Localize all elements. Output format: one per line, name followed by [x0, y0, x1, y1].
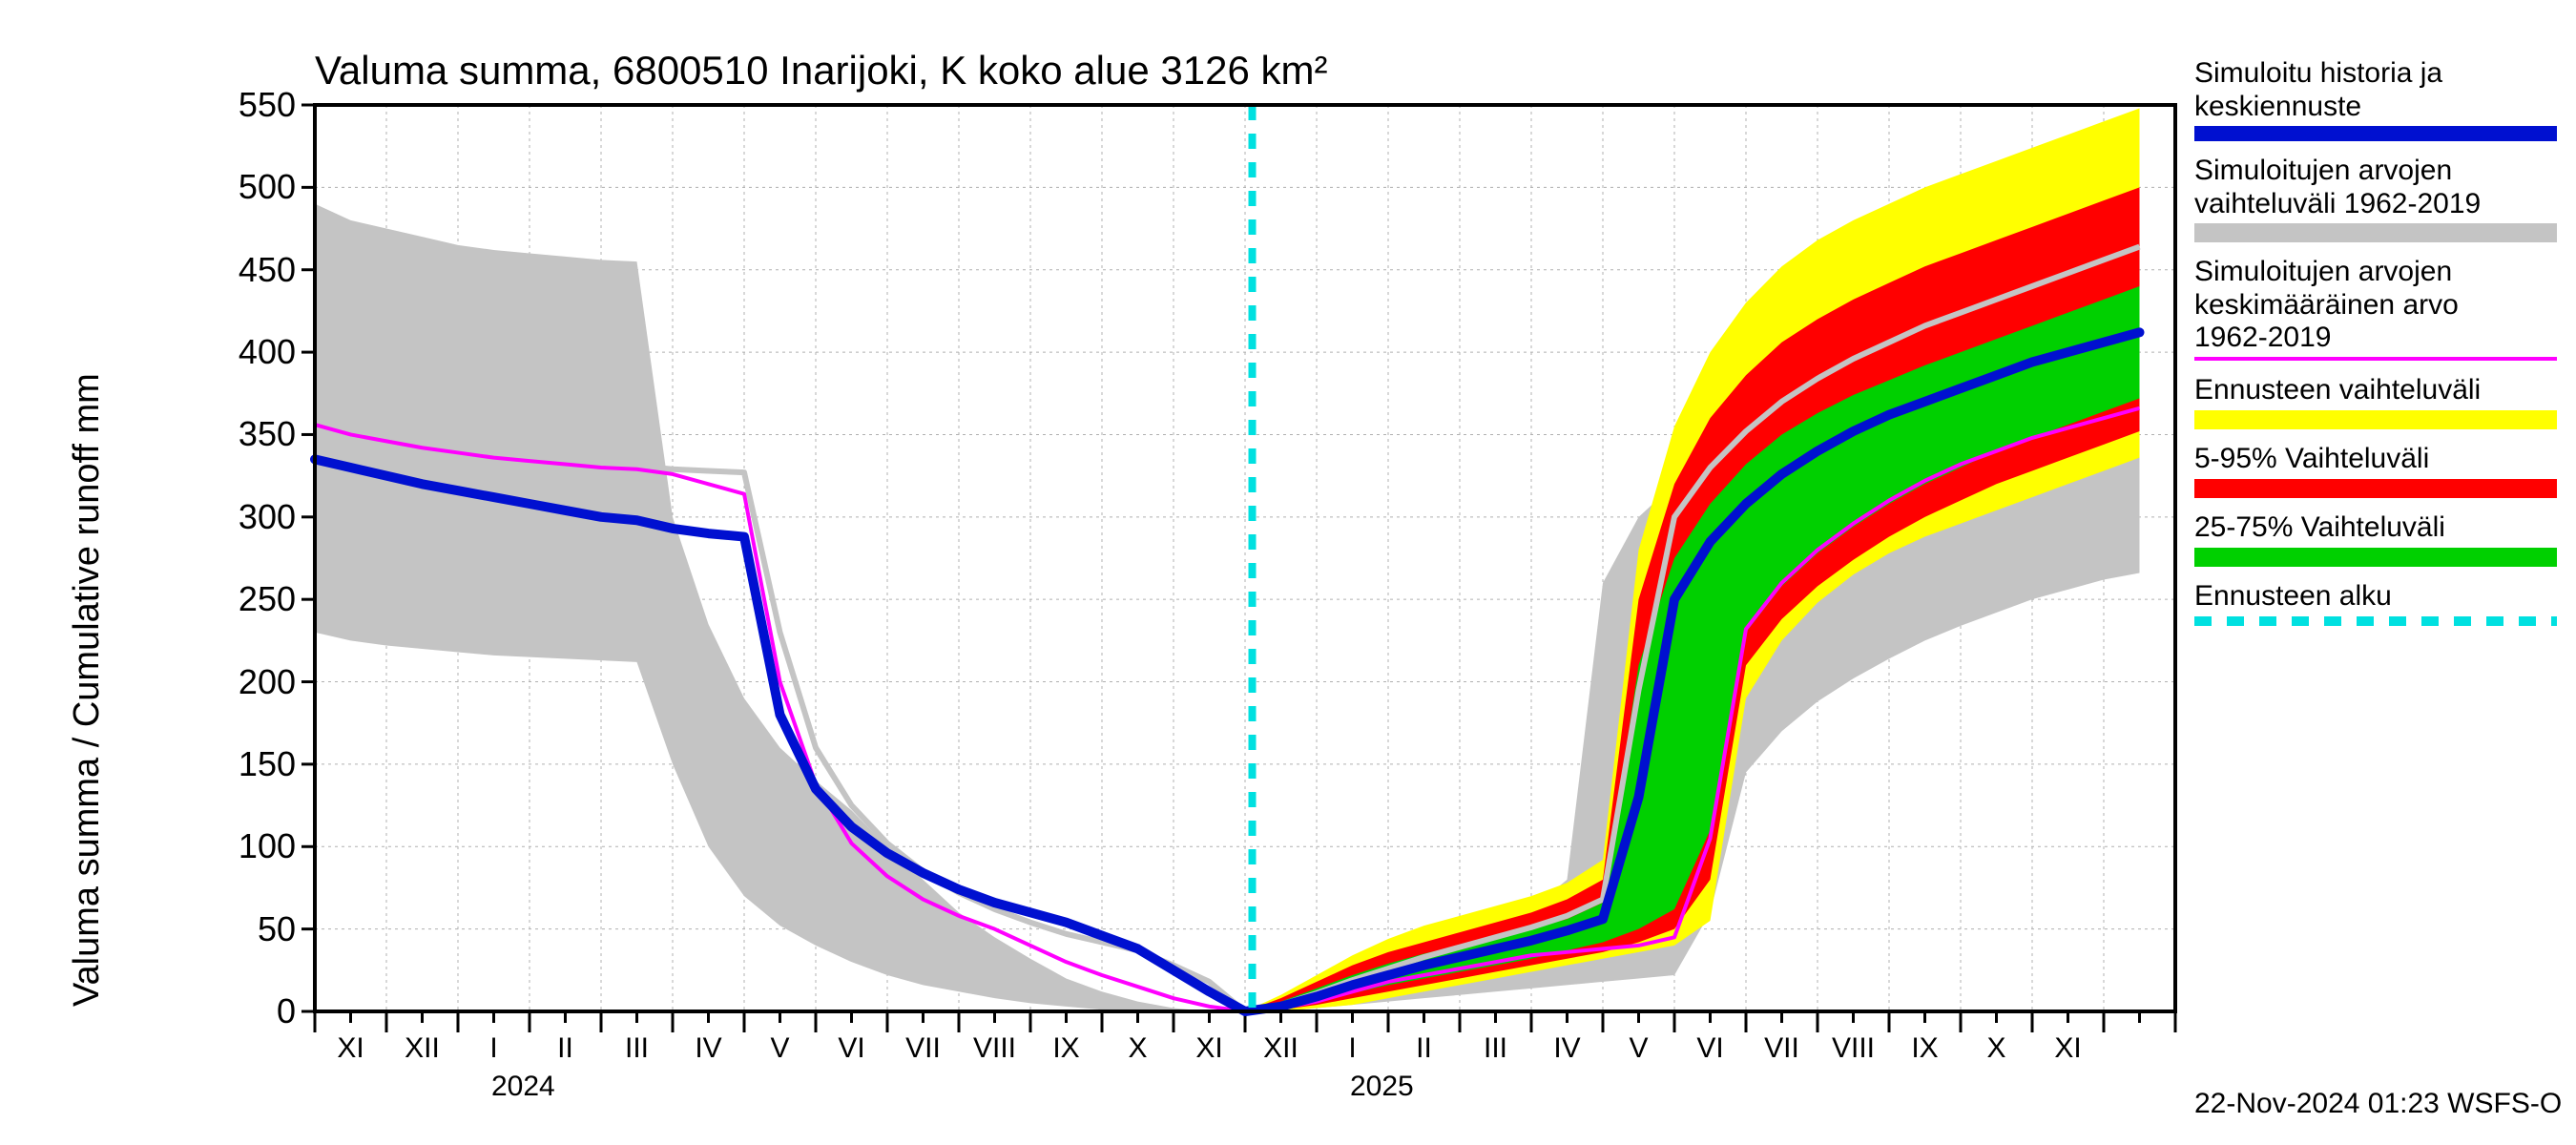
x-tick-label: I: [1348, 1032, 1356, 1065]
y-tick-label: 150: [181, 744, 296, 784]
y-tick-label: 100: [181, 826, 296, 866]
x-tick-label: VI: [1696, 1032, 1723, 1065]
legend-swatch: [2194, 357, 2557, 361]
plot-area: [0, 0, 2576, 1145]
x-tick-label: VI: [838, 1032, 864, 1065]
legend-label: Simuloitujen arvojen keskimääräinen arvo…: [2194, 256, 2566, 355]
x-tick-label: III: [625, 1032, 649, 1065]
y-tick-label: 200: [181, 662, 296, 702]
y-tick-label: 350: [181, 414, 296, 454]
x-tick-label: XI: [337, 1032, 364, 1065]
legend-label: 25-75% Vaihteluväli: [2194, 511, 2566, 545]
legend-swatch: [2194, 616, 2557, 626]
x-tick-label: V: [1629, 1032, 1648, 1065]
legend-label: Ennusteen vaihteluväli: [2194, 374, 2566, 407]
x-tick-label: VII: [1764, 1032, 1799, 1065]
y-tick-label: 0: [181, 991, 296, 1031]
y-tick-label: 400: [181, 332, 296, 372]
legend-label: Simuloitu historia ja keskiennuste: [2194, 57, 2566, 123]
year-label: 2024: [491, 1071, 555, 1103]
y-tick-label: 250: [181, 579, 296, 619]
y-tick-label: 550: [181, 85, 296, 125]
x-tick-label: X: [1128, 1032, 1147, 1065]
legend-label: 5-95% Vaihteluväli: [2194, 443, 2566, 476]
y-tick-label: 500: [181, 167, 296, 207]
legend-swatch: [2194, 410, 2557, 429]
x-tick-label: II: [1416, 1032, 1432, 1065]
legend-swatch: [2194, 479, 2557, 498]
x-tick-label: V: [770, 1032, 789, 1065]
y-tick-label: 50: [181, 909, 296, 949]
x-tick-label: II: [557, 1032, 573, 1065]
x-tick-label: XI: [2054, 1032, 2081, 1065]
x-tick-label: IV: [1553, 1032, 1580, 1065]
x-tick-label: VIII: [973, 1032, 1016, 1065]
x-tick-label: XI: [1195, 1032, 1222, 1065]
x-tick-label: IV: [695, 1032, 721, 1065]
legend-swatch: [2194, 548, 2557, 567]
x-tick-label: VIII: [1832, 1032, 1875, 1065]
y-tick-label: 300: [181, 497, 296, 537]
x-tick-label: XII: [1263, 1032, 1298, 1065]
x-tick-label: III: [1484, 1032, 1507, 1065]
x-tick-label: XII: [405, 1032, 440, 1065]
year-label: 2025: [1350, 1071, 1414, 1103]
legend-swatch: [2194, 126, 2557, 141]
legend-label: Ennusteen alku: [2194, 580, 2566, 614]
x-tick-label: VII: [905, 1032, 941, 1065]
footer-timestamp: 22-Nov-2024 01:23 WSFS-O: [2194, 1088, 2562, 1120]
x-tick-label: I: [489, 1032, 497, 1065]
x-tick-label: IX: [1911, 1032, 1938, 1065]
legend-label: Simuloitujen arvojen vaihteluväli 1962-2…: [2194, 155, 2566, 220]
legend-swatch: [2194, 223, 2557, 242]
x-tick-label: IX: [1052, 1032, 1079, 1065]
y-tick-label: 450: [181, 250, 296, 290]
chart-container: Valuma summa, 6800510 Inarijoki, K koko …: [0, 0, 2576, 1145]
x-tick-label: X: [1986, 1032, 2005, 1065]
